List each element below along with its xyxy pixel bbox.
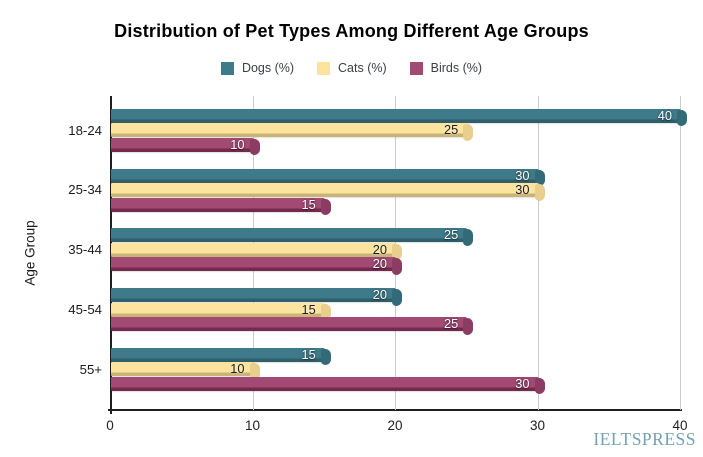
bar-value-label: 15 [301,196,316,212]
x-axis-line [108,409,682,411]
legend-swatch-birds [409,61,423,75]
bar-value-label: 10 [230,136,245,152]
legend-label-birds: Birds (%) [430,61,483,75]
bar-value-label: 10 [230,361,245,377]
bar-end-cap [320,198,331,215]
gridline-30 [537,96,539,410]
bar-birds-25-34: 15 [111,196,331,215]
bar-end-cap [392,243,402,261]
bar-end-cap [534,184,545,201]
bar-cats-35-44: 20 [111,241,402,261]
bar-end-cap [320,303,331,320]
bar-dogs-18-24: 40 [111,107,687,127]
legend: Dogs (%) Cats (%) Birds (%) [0,61,703,75]
bar-value-label: 25 [444,316,459,331]
bar-end-cap [534,377,545,395]
legend-item-dogs: Dogs (%) [220,61,295,75]
bar-end-cap [534,169,545,186]
bar-dogs-45-54: 20 [111,287,402,306]
bar-dogs-35-44: 25 [111,227,474,246]
category-label-18-24: 18-24 [68,122,102,138]
bar-value-label: 20 [372,256,387,272]
watermark-text: IELTSPRESS [593,429,696,449]
bar-value-label: 30 [515,182,530,197]
bar-cats-45-54: 15 [111,301,331,320]
legend-swatch-dogs [220,61,234,75]
bar-dogs-25-34: 30 [111,167,545,186]
legend-label-dogs: Dogs (%) [241,61,295,75]
gridline-40 [680,96,681,410]
bar-end-cap [249,363,260,380]
bar-value-label: 20 [372,241,387,257]
bar-end-cap [392,289,402,306]
bar-end-cap [392,258,402,275]
category-label-25-34: 25-34 [68,182,102,198]
plot-area: 40 25 10 30 30 15 25 20 20 20 15 25 15 10 30 [108,96,687,414]
category-label-55: 55+ [79,361,102,377]
legend-item-cats: Cats (%) [317,61,387,75]
bar-birds-45-54: 25 [111,316,474,335]
legend-item-birds: Birds (%) [409,61,483,75]
chart-title: Distribution of Pet Types Among Differen… [114,21,589,41]
x-tick-label-30: 30 [529,418,546,433]
x-tick-label-0: 0 [106,418,114,433]
bar-value-label: 25 [444,227,459,243]
bar-end-cap [463,318,474,335]
bar-value-label: 15 [301,301,316,317]
bar-end-cap [320,348,331,366]
category-label-35-44: 35-44 [68,242,102,257]
bar-cats-18-24: 25 [111,122,474,141]
legend-label-cats: Cats (%) [338,61,387,75]
bar-value-label: 20 [372,287,387,302]
bar-value-label: 30 [515,375,530,391]
bar-end-cap [463,229,474,246]
x-tick-label-40: 40 [672,418,688,433]
bar-cats-55: 10 [111,361,260,380]
x-tick-label-20: 20 [387,418,403,433]
bar-end-cap [249,138,260,156]
bar-end-cap [463,124,474,141]
bar-value-label: 25 [444,122,459,138]
x-tick-label-10: 10 [244,418,261,433]
legend-swatch-cats [317,61,331,75]
bar-value-label: 15 [301,346,316,362]
bar-birds-55: 30 [111,375,545,395]
bar-birds-18-24: 10 [111,136,260,156]
bar-end-cap [677,109,687,127]
bar-value-label: 30 [515,167,530,183]
category-label-45-54: 45-54 [68,301,102,317]
bar-cats-25-34: 30 [111,182,545,201]
bar-dogs-55: 15 [111,346,331,366]
bar-birds-35-44: 20 [111,256,402,275]
bar-value-label: 40 [657,107,672,123]
